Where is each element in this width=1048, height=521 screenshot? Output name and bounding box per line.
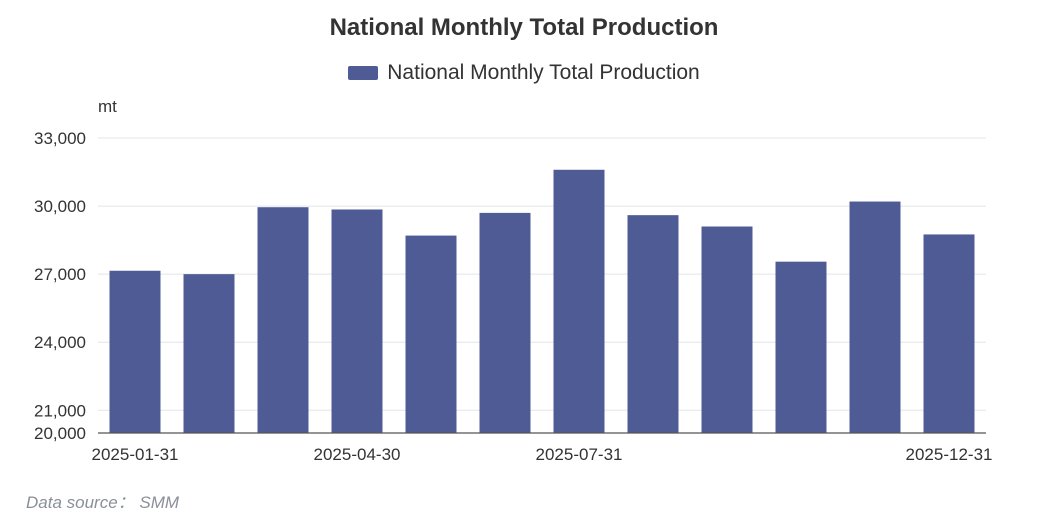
bar[interactable] xyxy=(775,261,827,433)
chart-title: National Monthly Total Production xyxy=(329,14,719,41)
y-tick-label: 27,000 xyxy=(34,265,86,284)
y-tick-label: 21,000 xyxy=(34,401,86,420)
y-tick-label: 20,000 xyxy=(34,424,86,443)
bar[interactable] xyxy=(405,235,457,433)
x-tick-label: 2025-07-31 xyxy=(536,445,623,464)
data-source-note: Data source： SMM xyxy=(26,493,180,512)
x-tick-label: 2025-12-31 xyxy=(906,445,993,464)
bar[interactable] xyxy=(627,215,679,433)
bar[interactable] xyxy=(183,274,235,433)
y-tick-label: 24,000 xyxy=(34,333,86,352)
y-axis-unit-label: mt xyxy=(98,97,117,116)
bar[interactable] xyxy=(331,209,383,433)
bar[interactable] xyxy=(257,207,309,433)
y-tick-label: 30,000 xyxy=(34,197,86,216)
bar[interactable] xyxy=(701,226,753,434)
bar[interactable] xyxy=(553,169,605,433)
bar[interactable] xyxy=(109,270,161,433)
y-tick-label: 33,000 xyxy=(34,129,86,148)
bar[interactable] xyxy=(923,234,975,433)
x-tick-label: 2025-01-31 xyxy=(92,445,179,464)
grid-lines xyxy=(98,137,986,411)
bar[interactable] xyxy=(849,201,901,433)
x-tick-label: 2025-04-30 xyxy=(314,445,401,464)
bars xyxy=(109,169,975,434)
legend-swatch xyxy=(348,66,379,80)
bar[interactable] xyxy=(479,212,531,433)
axes: 20,000 21,000 24,000 27,000 30,000 33,000 2025… xyxy=(34,129,992,464)
legend[interactable]: National Monthly Total Production xyxy=(0,61,1048,85)
legend-label: National Monthly Total Production xyxy=(387,61,700,84)
